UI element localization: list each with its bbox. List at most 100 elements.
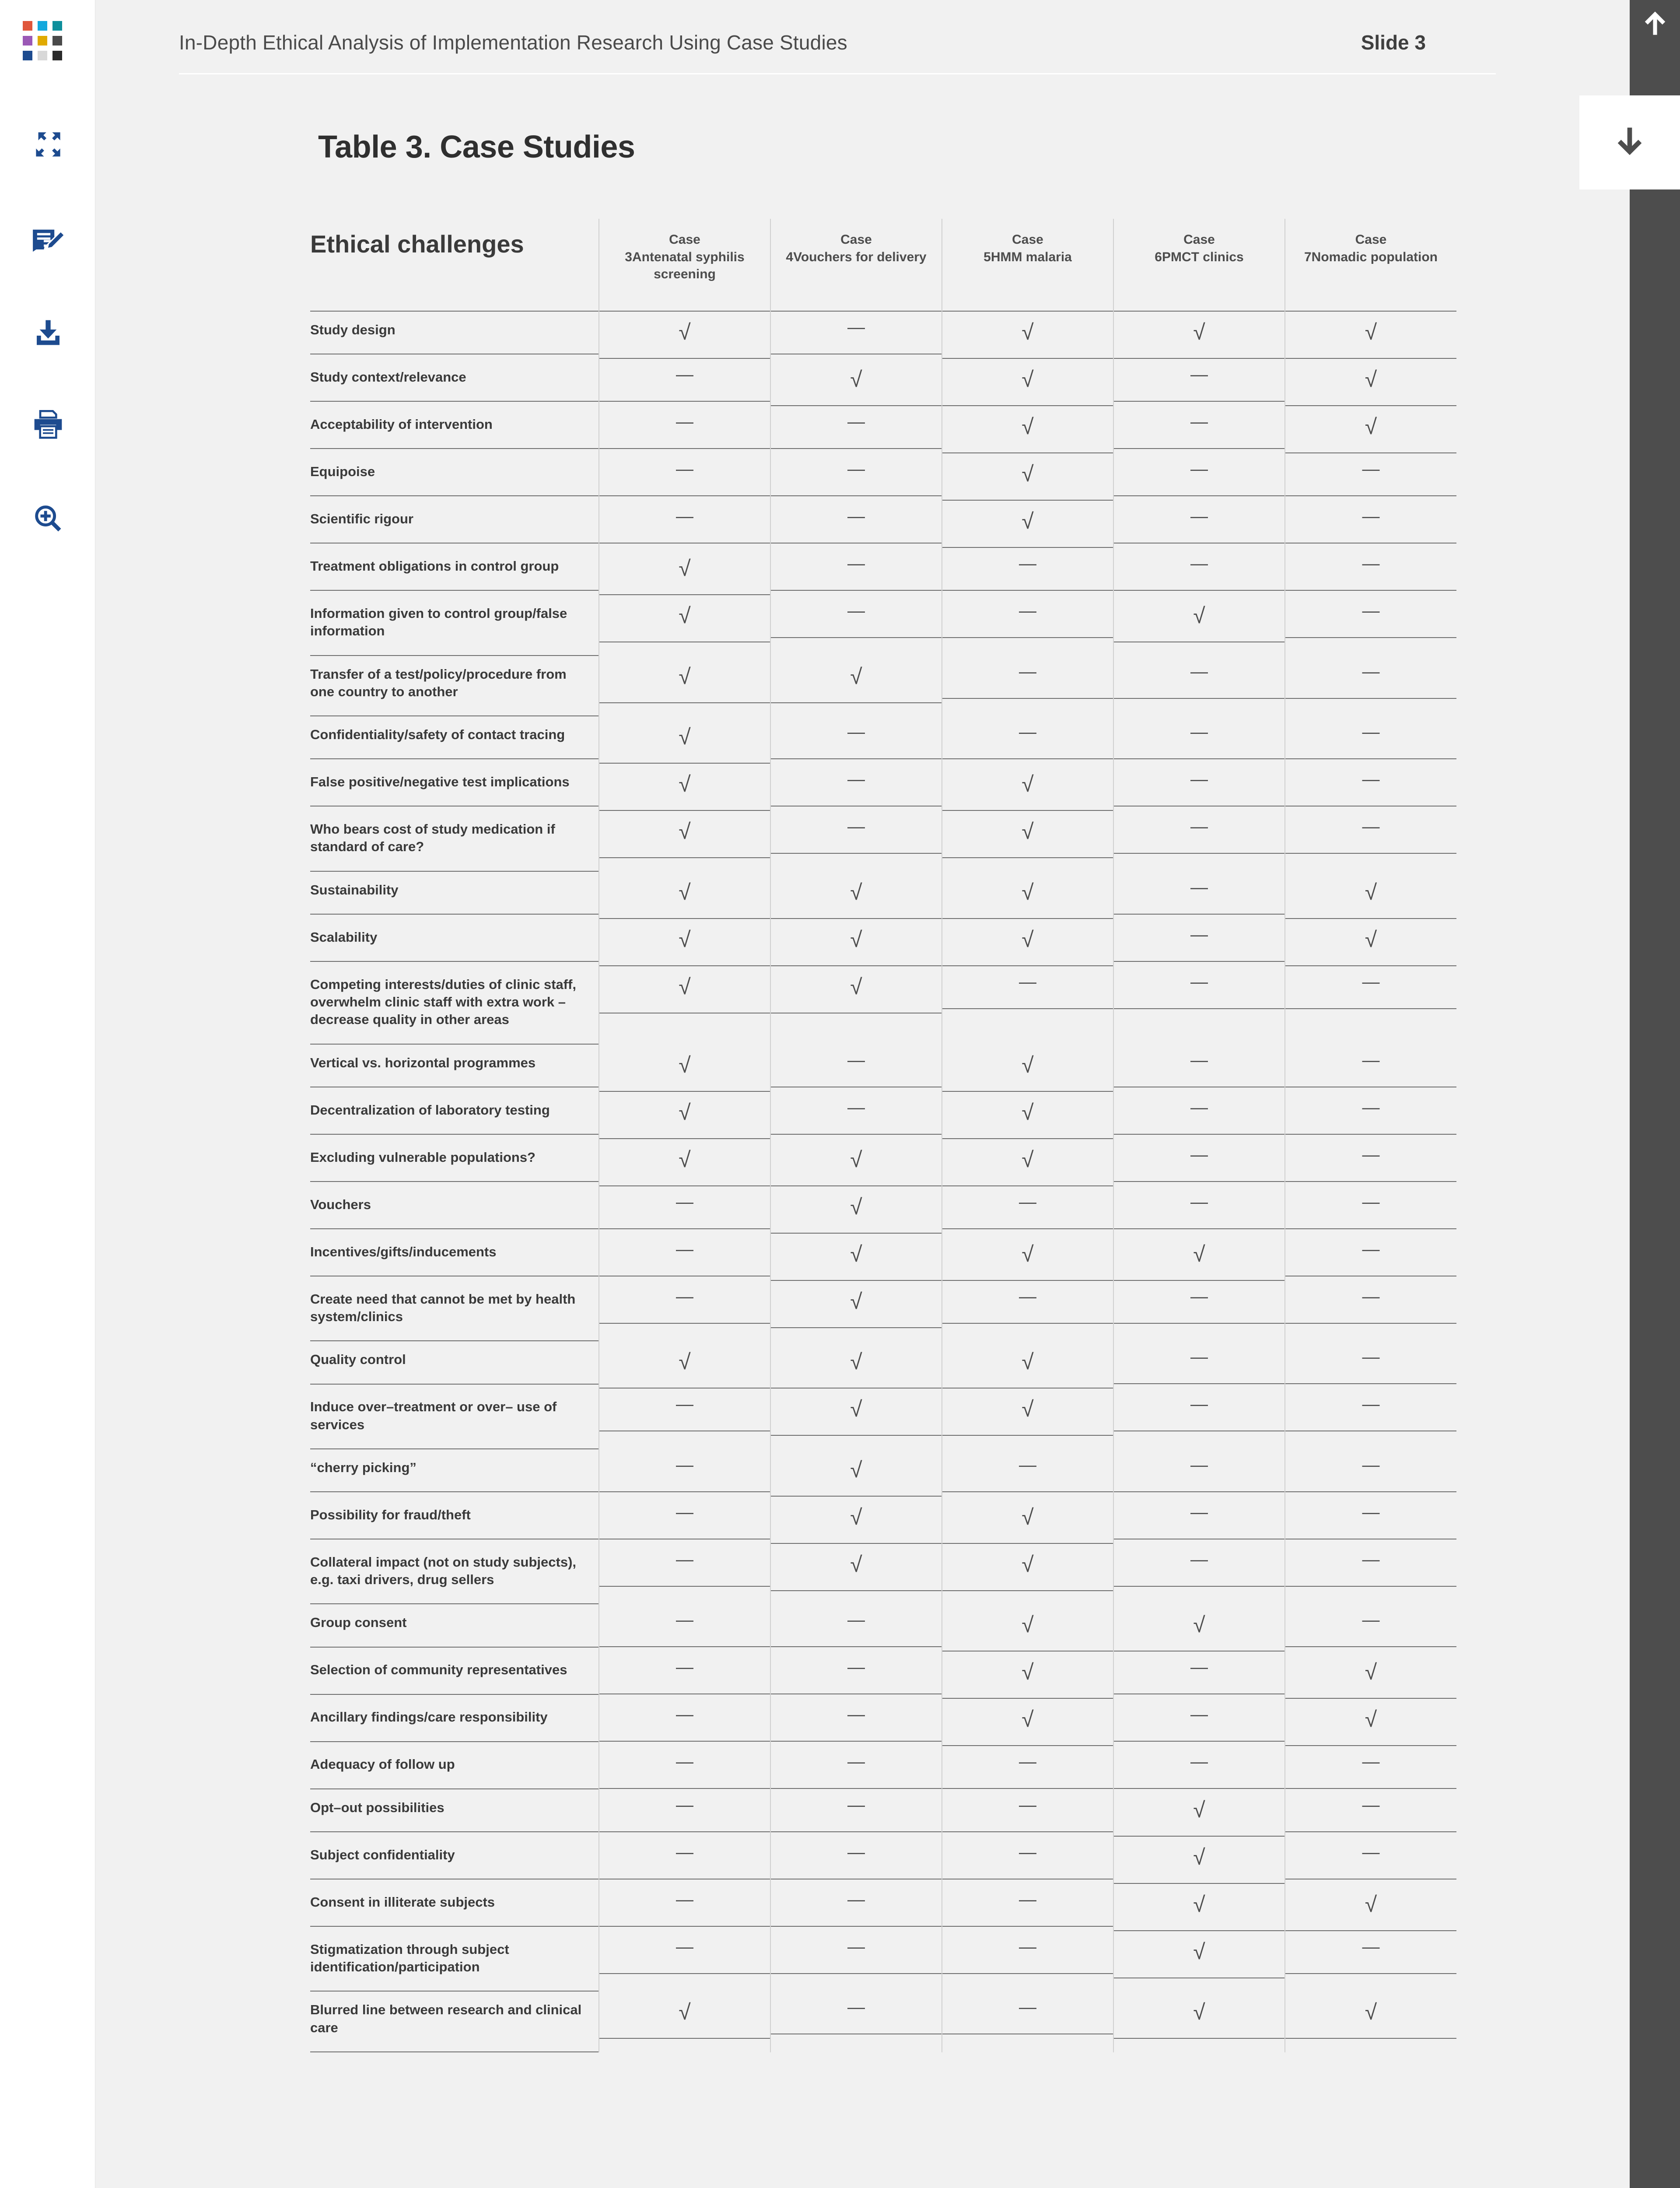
table-row: Study design √ — √ √ √ <box>310 312 1456 359</box>
cell-check: √ <box>942 1652 1113 1699</box>
cell-dash: — <box>770 1604 942 1652</box>
cell-check: √ <box>1113 1992 1285 2052</box>
dash-icon: — <box>1190 1050 1208 1070</box>
cell-dash: — <box>1284 811 1456 872</box>
check-icon: √ <box>1022 819 1034 844</box>
scroll-up-button[interactable] <box>1630 0 1680 48</box>
check-icon: √ <box>1022 1707 1034 1732</box>
dash-icon: — <box>1019 1795 1036 1815</box>
cell-dash: — <box>770 1992 942 2052</box>
print-button[interactable] <box>13 398 83 451</box>
dash-icon: — <box>676 1705 693 1725</box>
row-label: Incentives/gifts/inducements <box>310 1244 497 1259</box>
check-icon: √ <box>1022 880 1034 905</box>
cell-check: √ <box>1284 1992 1456 2052</box>
column-header-case-label: Case 4Vouchers for delivery <box>786 232 927 264</box>
row-label-cell: Confidentiality/safety of contact tracin… <box>310 716 599 764</box>
table-row: Scalability √ √ √ — √ <box>310 919 1456 966</box>
cell-check: √ <box>1284 1652 1456 1699</box>
cell-dash: — <box>1113 1139 1285 1186</box>
dash-icon: — <box>1190 1287 1208 1306</box>
check-icon: √ <box>850 927 862 952</box>
check-icon: √ <box>679 725 691 750</box>
cell-dash: — <box>770 1091 942 1139</box>
table-row: Treatment obligations in control group √ —… <box>310 548 1456 595</box>
cell-check: √ <box>942 919 1113 966</box>
check-icon: √ <box>850 1552 862 1577</box>
row-label: Treatment obligations in control group <box>310 558 559 574</box>
cell-dash: — <box>1113 966 1285 1045</box>
check-icon: √ <box>850 880 862 905</box>
check-icon: √ <box>1365 927 1377 952</box>
cell-dash: — <box>770 312 942 359</box>
dash-icon: — <box>847 1842 865 1862</box>
logo-swatch-7 <box>23 51 32 60</box>
row-label-cell: Sustainability <box>310 872 599 919</box>
row-label: Vertical vs. horizontal programmes <box>310 1055 536 1070</box>
dash-icon: — <box>1190 1395 1208 1414</box>
zoom-in-button[interactable] <box>13 492 83 545</box>
cell-check: √ <box>1284 406 1456 453</box>
row-label-cell: Scalability <box>310 919 599 966</box>
dash-icon: — <box>1190 507 1208 526</box>
cell-dash: — <box>770 764 942 811</box>
cell-dash: — <box>942 1449 1113 1497</box>
table-row: Vouchers — √ — — — <box>310 1186 1456 1234</box>
fullscreen-button[interactable] <box>13 118 83 171</box>
column-header-case-4: Case 4Vouchers for delivery <box>770 219 942 312</box>
table-row: Adequacy of follow up — — — — — <box>310 1746 1456 1789</box>
cell-dash: — <box>1113 501 1285 548</box>
dash-icon: — <box>676 412 693 431</box>
dash-icon: — <box>1190 365 1208 384</box>
fullscreen-icon <box>31 127 65 161</box>
dash-icon: — <box>1362 554 1380 573</box>
row-label: Equipoise <box>310 464 375 479</box>
dash-icon: — <box>1362 1145 1380 1164</box>
cell-check: √ <box>598 595 770 656</box>
cell-check: √ <box>942 453 1113 501</box>
cell-dash: — <box>942 966 1113 1045</box>
dash-icon: — <box>1019 722 1036 742</box>
check-icon: √ <box>679 1052 691 1077</box>
check-icon: √ <box>1022 320 1034 344</box>
edit-document-icon <box>30 222 66 259</box>
cell-dash: — <box>1113 1496 1285 1544</box>
cell-dash: — <box>770 1699 942 1746</box>
dash-icon: — <box>847 318 865 337</box>
cell-check: √ <box>770 359 942 406</box>
row-label-cell: Opt–out possibilities <box>310 1789 599 1837</box>
logo-swatch-1 <box>23 21 32 31</box>
dash-icon: — <box>847 817 865 837</box>
column-header-case-label: Case 5HMM malaria <box>984 232 1072 264</box>
table-row: Blurred line between research and clinic… <box>310 1992 1456 2052</box>
cell-dash: — <box>942 656 1113 717</box>
column-header-case-label: Case 7Nomadic population <box>1304 232 1438 264</box>
cell-dash: — <box>598 1652 770 1699</box>
logo-swatch-5 <box>38 36 47 46</box>
cell-dash: — <box>598 1496 770 1544</box>
cell-dash: — <box>770 1836 942 1884</box>
dash-icon: — <box>676 1752 693 1772</box>
scrollbar-track[interactable] <box>1630 0 1680 2188</box>
dash-icon: — <box>1019 1752 1036 1772</box>
row-label: Scientific rigour <box>310 511 413 526</box>
scroll-down-button[interactable] <box>1579 95 1680 189</box>
row-label-cell: Study design <box>310 312 599 359</box>
cell-dash: — <box>942 548 1113 595</box>
row-label-cell: Group consent <box>310 1604 599 1652</box>
dash-icon: — <box>1019 662 1036 681</box>
dash-icon: — <box>1019 1455 1036 1475</box>
dash-icon: — <box>1362 601 1380 621</box>
table-row: Equipoise — — √ — — <box>310 453 1456 501</box>
cell-check: √ <box>598 919 770 966</box>
cell-check: √ <box>598 1341 770 1389</box>
edit-document-button[interactable] <box>13 214 83 267</box>
document-header: In-Depth Ethical Analysis of Implementat… <box>179 26 1496 74</box>
row-label: Sustainability <box>310 882 399 898</box>
download-button[interactable] <box>13 306 83 359</box>
column-header-label: Ethical challenges <box>310 230 524 258</box>
cell-dash: — <box>598 501 770 548</box>
cell-dash: — <box>1113 1449 1285 1497</box>
check-icon: √ <box>1193 603 1205 628</box>
